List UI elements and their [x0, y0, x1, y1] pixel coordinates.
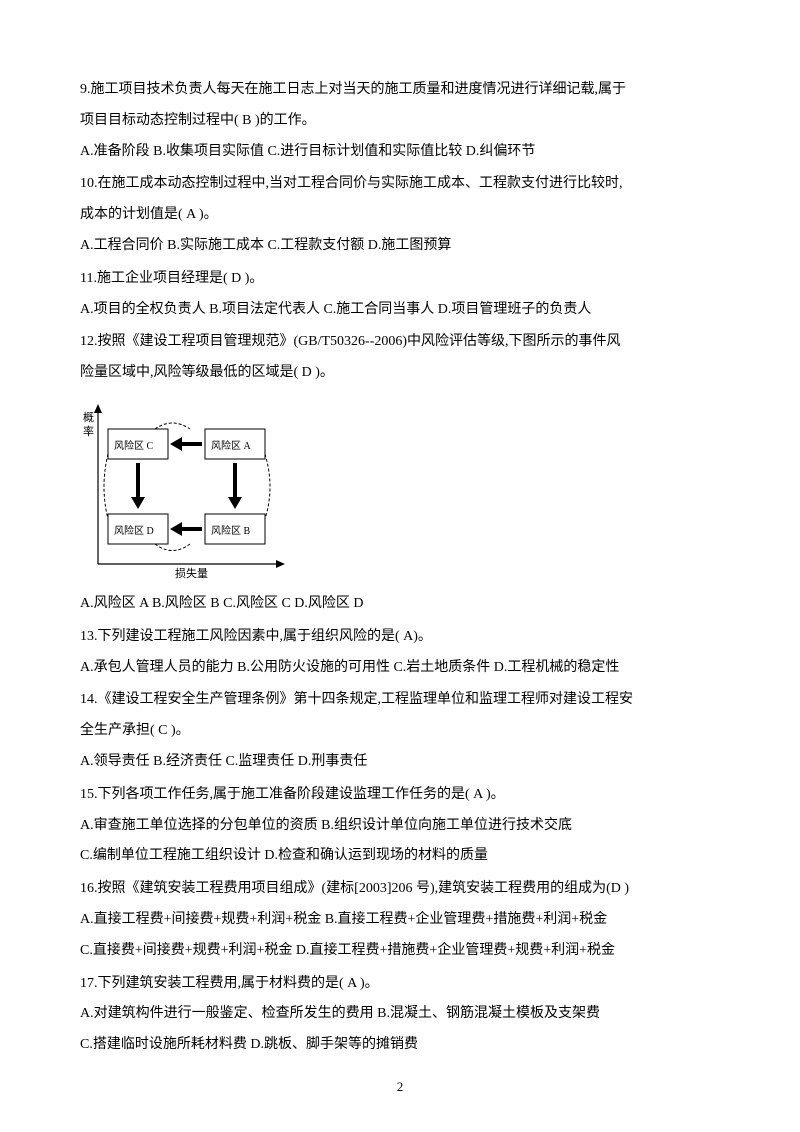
question-12-options: A.风险区 A B.风险区 B C.风险区 C D.风险区 D [80, 589, 720, 620]
q9-line1: 9.施工项目技术负责人每天在施工日志上对当天的施工质量和进度情况进行详细记载,属… [80, 75, 720, 106]
page-number: 2 [397, 1073, 404, 1102]
q17-line1: 17.下列建筑安装工程费用,属于材料费的是( A )。 [80, 969, 720, 1000]
q11-options: A.项目的全权负责人 B.项目法定代表人 C.施工合同当事人 D.项目管理班子的… [80, 295, 720, 326]
y-label-2: 率 [83, 424, 94, 438]
q12-line1: 12.按照《建设工程项目管理规范》(GB/T50326--2006)中风险评估等… [80, 327, 720, 358]
q14-line1: 14.《建设工程安全生产管理条例》第十四条规定,工程监理单位和监理工程师对建设工… [80, 685, 720, 716]
question-11: 11.施工企业项目经理是( D )。 A.项目的全权负责人 B.项目法定代表人 … [80, 264, 720, 326]
x-label: 损失量 [175, 566, 208, 579]
q13-options: A.承包人管理人员的能力 B.公用防火设施的可用性 C.岩土地质条件 D.工程机… [80, 653, 720, 684]
box-d-label: 风险区 D [114, 524, 154, 537]
box-b-label: 风险区 B [211, 524, 250, 537]
q16-opt1: A.直接工程费+间接费+规费+利润+税金 B.直接工程费+企业管理费+措施费+利… [80, 905, 720, 936]
q10-options: A.工程合同价 B.实际施工成本 C.工程款支付额 D.施工图预算 [80, 231, 720, 262]
question-14: 14.《建设工程安全生产管理条例》第十四条规定,工程监理单位和监理工程师对建设工… [80, 685, 720, 777]
q14-options: A.领导责任 B.经济责任 C.监理责任 D.刑事责任 [80, 747, 720, 778]
q16-opt2: C.直接费+间接费+规费+利润+税金 D.直接工程费+措施费+企业管理费+规费+… [80, 936, 720, 967]
y-label-1: 概 [83, 411, 94, 424]
q9-options: A.准备阶段 B.收集项目实际值 C.进行目标计划值和实际值比较 D.纠偏环节 [80, 137, 720, 168]
question-15: 15.下列各项工作任务,属于施工准备阶段建设监理工作任务的是( A )。 A.审… [80, 780, 720, 872]
question-12: 12.按照《建设工程项目管理规范》(GB/T50326--2006)中风险评估等… [80, 327, 720, 389]
q17-opt1: A.对建筑构件进行一般鉴定、检查所发生的费用 B.混凝土、钢筋混凝土模板及支架费 [80, 999, 720, 1030]
risk-diagram: 概 率 损失量 风险区 C 风险区 A 风险区 D 风险区 B [80, 399, 290, 579]
q16-line1: 16.按照《建筑安装工程费用项目组成》(建标[2003]206 号),建筑安装工… [80, 874, 720, 905]
q9-line2: 项目目标动态控制过程中( B )的工作。 [80, 106, 720, 137]
q15-line1: 15.下列各项工作任务,属于施工准备阶段建设监理工作任务的是( A )。 [80, 780, 720, 811]
q14-line2: 全生产承担( C )。 [80, 716, 720, 747]
q10-line2: 成本的计划值是( A )。 [80, 200, 720, 231]
q13-line1: 13.下列建设工程施工风险因素中,属于组织风险的是( A)。 [80, 622, 720, 653]
box-a-label: 风险区 A [211, 439, 251, 452]
question-17: 17.下列建筑安装工程费用,属于材料费的是( A )。 A.对建筑构件进行一般鉴… [80, 969, 720, 1061]
q11-line1: 11.施工企业项目经理是( D )。 [80, 264, 720, 295]
q15-opt1: A.审查施工单位选择的分包单位的资质 B.组织设计单位向施工单位进行技术交底 [80, 811, 720, 842]
question-10: 10.在施工成本动态控制过程中,当对工程合同价与实际施工成本、工程款支付进行比较… [80, 169, 720, 261]
q10-line1: 10.在施工成本动态控制过程中,当对工程合同价与实际施工成本、工程款支付进行比较… [80, 169, 720, 200]
question-13: 13.下列建设工程施工风险因素中,属于组织风险的是( A)。 A.承包人管理人员… [80, 622, 720, 684]
question-16: 16.按照《建筑安装工程费用项目组成》(建标[2003]206 号),建筑安装工… [80, 874, 720, 966]
q15-opt2: C.编制单位工程施工组织设计 D.检查和确认运到现场的材料的质量 [80, 841, 720, 872]
q17-opt2: C.搭建临时设施所耗材料费 D.跳板、脚手架等的摊销费 [80, 1030, 720, 1061]
box-c-label: 风险区 C [114, 439, 153, 452]
question-9: 9.施工项目技术负责人每天在施工日志上对当天的施工质量和进度情况进行详细记载,属… [80, 75, 720, 167]
q12-line2: 险量区域中,风险等级最低的区域是( D )。 [80, 358, 720, 389]
q12-options: A.风险区 A B.风险区 B C.风险区 C D.风险区 D [80, 589, 720, 620]
